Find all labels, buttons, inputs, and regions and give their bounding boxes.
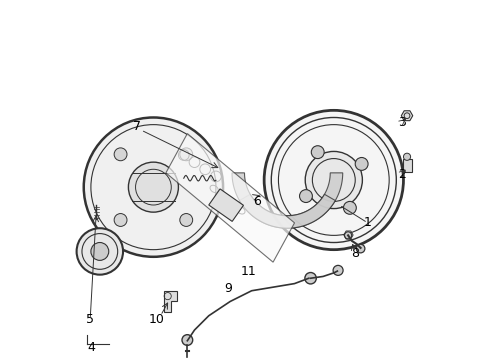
Text: 4: 4 (87, 341, 95, 354)
Text: 1: 1 (363, 216, 371, 229)
Circle shape (332, 265, 343, 275)
Polygon shape (239, 173, 342, 228)
Circle shape (91, 243, 108, 260)
Polygon shape (401, 111, 412, 121)
Text: 5: 5 (86, 313, 94, 326)
Circle shape (114, 148, 127, 161)
Circle shape (354, 157, 367, 170)
Circle shape (403, 153, 410, 160)
Bar (402, 159, 411, 172)
Text: 11: 11 (240, 265, 255, 278)
Circle shape (128, 162, 178, 212)
Circle shape (356, 244, 364, 253)
Text: 7: 7 (133, 120, 141, 133)
Polygon shape (165, 134, 294, 262)
Text: 6: 6 (253, 195, 261, 208)
Text: 2: 2 (398, 168, 406, 181)
Circle shape (77, 228, 123, 275)
Circle shape (299, 190, 312, 203)
Circle shape (344, 232, 351, 239)
Circle shape (304, 273, 316, 284)
Circle shape (311, 146, 324, 159)
Circle shape (264, 111, 403, 249)
Circle shape (180, 213, 192, 226)
Circle shape (180, 148, 192, 161)
Circle shape (182, 335, 192, 345)
Text: 10: 10 (149, 313, 164, 326)
Polygon shape (164, 291, 176, 312)
Text: 3: 3 (398, 116, 406, 129)
Bar (208, 189, 243, 221)
Circle shape (305, 152, 362, 208)
Circle shape (83, 117, 223, 257)
Polygon shape (231, 173, 335, 228)
Circle shape (343, 201, 356, 214)
Text: 8: 8 (350, 247, 359, 260)
Circle shape (114, 213, 127, 226)
Text: 9: 9 (224, 283, 232, 296)
